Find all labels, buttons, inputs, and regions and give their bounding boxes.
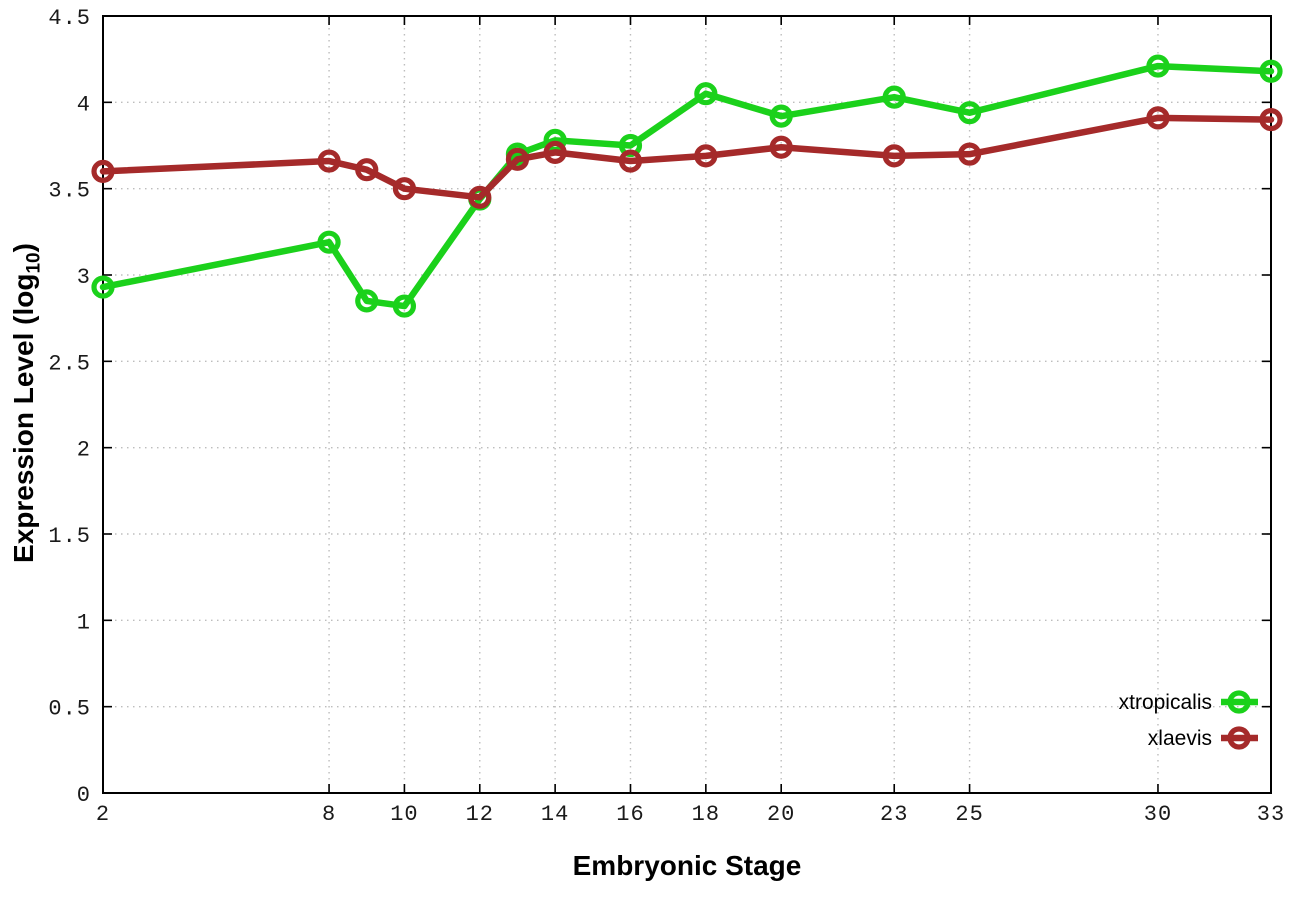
x-tick-label: 20 [767, 802, 795, 827]
data-point-xlaevis [91, 159, 115, 183]
data-point-xtropicalis [957, 101, 982, 125]
x-tick-label: 30 [1144, 802, 1172, 827]
x-axis-title: Embryonic Stage [572, 850, 802, 881]
data-point-xtropicalis [769, 104, 793, 128]
y-axis-title: Expression Level (log10) [8, 203, 45, 603]
y-tick-label: 0.5 [48, 697, 91, 722]
data-point-xlaevis [882, 144, 906, 168]
data-point-xlaevis [505, 147, 530, 171]
x-tick-label: 2 [96, 802, 110, 827]
y-tick-label: 4.5 [48, 6, 91, 31]
y-axis-title-subscript: 10 [23, 252, 45, 274]
x-tick-label: 18 [692, 802, 720, 827]
data-point-xlaevis [618, 149, 643, 173]
data-point-xtropicalis [694, 82, 718, 106]
y-tick-label: 3 [77, 265, 91, 290]
y-tick-label: 3.5 [48, 179, 91, 204]
x-tick-label: 8 [322, 802, 336, 827]
data-point-xlaevis [392, 177, 417, 201]
y-tick-label: 2.5 [48, 351, 91, 376]
legend-label-xlaevis: xlaevis [1148, 727, 1212, 750]
data-point-xlaevis [1146, 106, 1170, 130]
plot-border [102, 15, 1272, 794]
y-tick-label: 1.5 [48, 524, 91, 549]
data-point-xtropicalis [1259, 59, 1283, 83]
data-point-xtropicalis [392, 294, 417, 318]
y-tick-label: 1 [77, 610, 91, 635]
legend-label-xtropicalis: xtropicalis [1119, 691, 1212, 714]
data-point-xtropicalis [1146, 54, 1170, 78]
y-axis-title-text: Expression Level (log [8, 273, 39, 563]
data-point-xlaevis [1259, 107, 1283, 132]
x-tick-label: 33 [1257, 802, 1285, 827]
data-point-xlaevis [468, 185, 492, 209]
y-tick-label: 2 [77, 438, 91, 463]
data-point-xlaevis [957, 142, 982, 166]
legend-marker-xtropicalis [1227, 690, 1251, 714]
data-point-xlaevis [694, 144, 718, 168]
x-tick-label: 12 [466, 802, 494, 827]
x-tick-label: 23 [880, 802, 908, 827]
data-point-xlaevis [317, 149, 341, 173]
x-tick-label: 14 [541, 802, 569, 827]
data-point-xtropicalis [91, 275, 115, 299]
legend-marker-xlaevis [1227, 726, 1251, 750]
data-point-xlaevis [543, 140, 567, 165]
x-tick-label: 16 [616, 802, 644, 827]
x-tick-label: 25 [955, 802, 983, 827]
data-point-xtropicalis [317, 230, 341, 254]
data-point-xtropicalis [882, 85, 906, 109]
series-line-xtropicalis [99, 62, 1275, 310]
data-point-xtropicalis [355, 289, 379, 313]
data-point-xlaevis [355, 158, 379, 182]
data-point-xlaevis [769, 135, 793, 159]
series-line-xlaevis [99, 114, 1275, 201]
y-tick-label: 0 [77, 783, 91, 808]
y-axis-title-close: ) [8, 243, 39, 253]
y-tick-label: 4 [77, 92, 91, 117]
x-tick-label: 10 [390, 802, 418, 827]
